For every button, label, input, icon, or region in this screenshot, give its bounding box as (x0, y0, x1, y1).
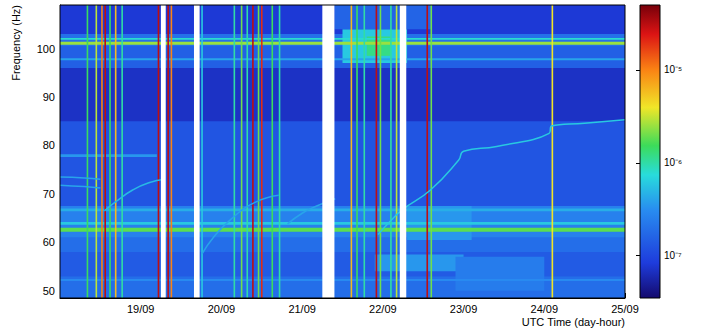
svg-text:19/09: 19/09 (127, 303, 155, 315)
svg-text:22/09: 22/09 (369, 303, 397, 315)
svg-text:24/09: 24/09 (531, 303, 559, 315)
svg-text:100: 100 (37, 43, 55, 55)
svg-text:UTC Time (day-hour): UTC Time (day-hour) (522, 316, 625, 328)
svg-text:50: 50 (43, 285, 55, 297)
svg-text:21/09: 21/09 (288, 303, 316, 315)
svg-text:70: 70 (43, 188, 55, 200)
svg-text:80: 80 (43, 139, 55, 151)
svg-text:60: 60 (43, 236, 55, 248)
svg-text:23/09: 23/09 (450, 303, 478, 315)
svg-text:10⁻⁵: 10⁻⁵ (664, 64, 682, 75)
svg-text:Frequency (Hz): Frequency (Hz) (10, 5, 22, 81)
svg-text:20/09: 20/09 (208, 303, 236, 315)
svg-text:90: 90 (43, 91, 55, 103)
svg-text:25/09: 25/09 (611, 303, 639, 315)
svg-text:10⁻⁷: 10⁻⁷ (664, 250, 682, 261)
svg-text:10⁻⁶: 10⁻⁶ (664, 157, 682, 168)
